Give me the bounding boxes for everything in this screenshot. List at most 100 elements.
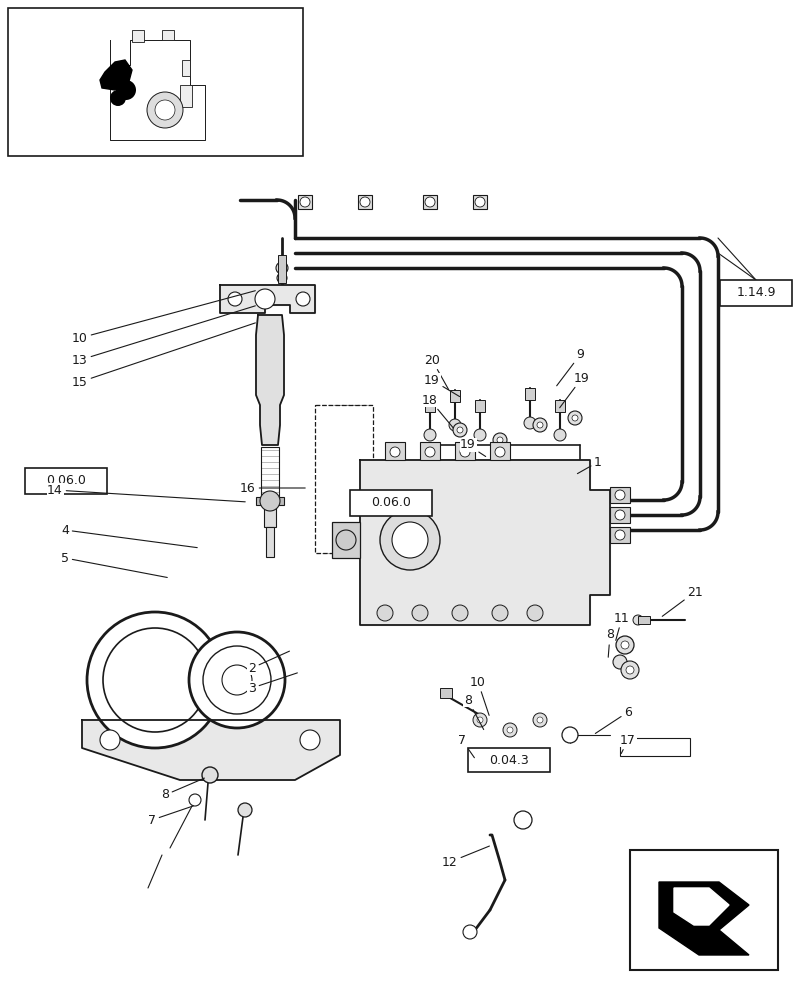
Text: 19: 19 (560, 371, 590, 408)
Bar (610, 507, 630, 523)
Bar (440, 688, 452, 698)
Circle shape (380, 510, 440, 570)
Bar (25, 468, 107, 494)
Circle shape (260, 491, 280, 511)
Text: 5: 5 (61, 552, 167, 577)
Bar (610, 527, 630, 543)
Text: 18: 18 (422, 393, 453, 428)
Polygon shape (256, 315, 284, 445)
Circle shape (424, 429, 436, 441)
Text: 0.06.0: 0.06.0 (46, 475, 86, 488)
Circle shape (493, 433, 507, 447)
Circle shape (452, 605, 468, 621)
Circle shape (460, 447, 470, 457)
Bar (423, 195, 437, 209)
Bar (162, 30, 174, 40)
Text: 21: 21 (663, 585, 703, 616)
Text: 7: 7 (148, 806, 193, 826)
Circle shape (238, 803, 252, 817)
Text: 0.04.3: 0.04.3 (489, 754, 529, 766)
Polygon shape (100, 60, 132, 90)
Circle shape (425, 447, 435, 457)
Bar (490, 442, 510, 460)
Circle shape (377, 605, 393, 621)
Bar (264, 502, 276, 527)
Circle shape (453, 423, 467, 437)
Text: 17: 17 (620, 734, 636, 754)
Text: 8: 8 (161, 778, 204, 802)
Circle shape (203, 646, 271, 714)
Circle shape (495, 447, 505, 457)
Circle shape (100, 730, 120, 750)
Circle shape (537, 422, 543, 428)
Bar (610, 487, 630, 503)
Circle shape (477, 717, 483, 723)
Bar (555, 400, 565, 412)
Circle shape (189, 632, 285, 728)
Text: 10: 10 (72, 291, 255, 344)
Text: 7: 7 (458, 734, 474, 758)
Circle shape (300, 730, 320, 750)
Text: 14: 14 (47, 484, 246, 502)
Bar (358, 195, 372, 209)
Circle shape (562, 727, 578, 743)
Circle shape (276, 262, 288, 274)
Bar (455, 442, 475, 460)
Bar (420, 442, 440, 460)
Bar (261, 447, 279, 502)
Bar (638, 616, 650, 624)
Circle shape (110, 90, 126, 106)
Bar (132, 30, 144, 42)
Bar (278, 255, 286, 283)
Circle shape (300, 197, 310, 207)
Circle shape (514, 811, 532, 829)
Circle shape (103, 628, 207, 732)
Text: 2: 2 (248, 651, 289, 674)
Circle shape (222, 665, 252, 695)
Text: 16: 16 (240, 482, 305, 494)
Polygon shape (220, 285, 315, 313)
Circle shape (425, 197, 435, 207)
Circle shape (621, 661, 639, 679)
Text: 20: 20 (424, 354, 448, 390)
Text: 9: 9 (557, 349, 584, 386)
Text: 19: 19 (460, 438, 486, 456)
Circle shape (392, 522, 428, 558)
Bar (425, 400, 435, 412)
Text: 1: 1 (578, 456, 602, 474)
Bar (350, 490, 432, 516)
Circle shape (527, 605, 543, 621)
Circle shape (524, 417, 536, 429)
Circle shape (390, 447, 400, 457)
Bar (475, 400, 485, 412)
Bar (450, 390, 460, 402)
Circle shape (147, 92, 183, 128)
Text: 1.14.9: 1.14.9 (736, 286, 776, 300)
Circle shape (613, 655, 627, 669)
Bar (620, 738, 690, 756)
Circle shape (296, 292, 310, 306)
Text: 10: 10 (470, 676, 489, 715)
Circle shape (463, 925, 477, 939)
Circle shape (474, 429, 486, 441)
Polygon shape (659, 882, 749, 955)
Circle shape (533, 418, 547, 432)
Text: 0.06.0: 0.06.0 (371, 496, 411, 510)
Circle shape (572, 415, 578, 421)
Bar (8, 8, 303, 156)
Circle shape (537, 717, 543, 723)
Circle shape (621, 641, 629, 649)
Text: 12: 12 (442, 846, 490, 868)
Bar (256, 497, 284, 505)
Bar (385, 442, 405, 460)
Circle shape (615, 510, 625, 520)
Circle shape (457, 427, 463, 433)
Circle shape (116, 80, 136, 100)
Text: 3: 3 (248, 673, 297, 694)
Circle shape (277, 273, 287, 283)
Circle shape (568, 411, 582, 425)
Circle shape (503, 723, 517, 737)
Polygon shape (674, 888, 729, 925)
Text: 19: 19 (424, 373, 460, 397)
Bar (298, 195, 312, 209)
